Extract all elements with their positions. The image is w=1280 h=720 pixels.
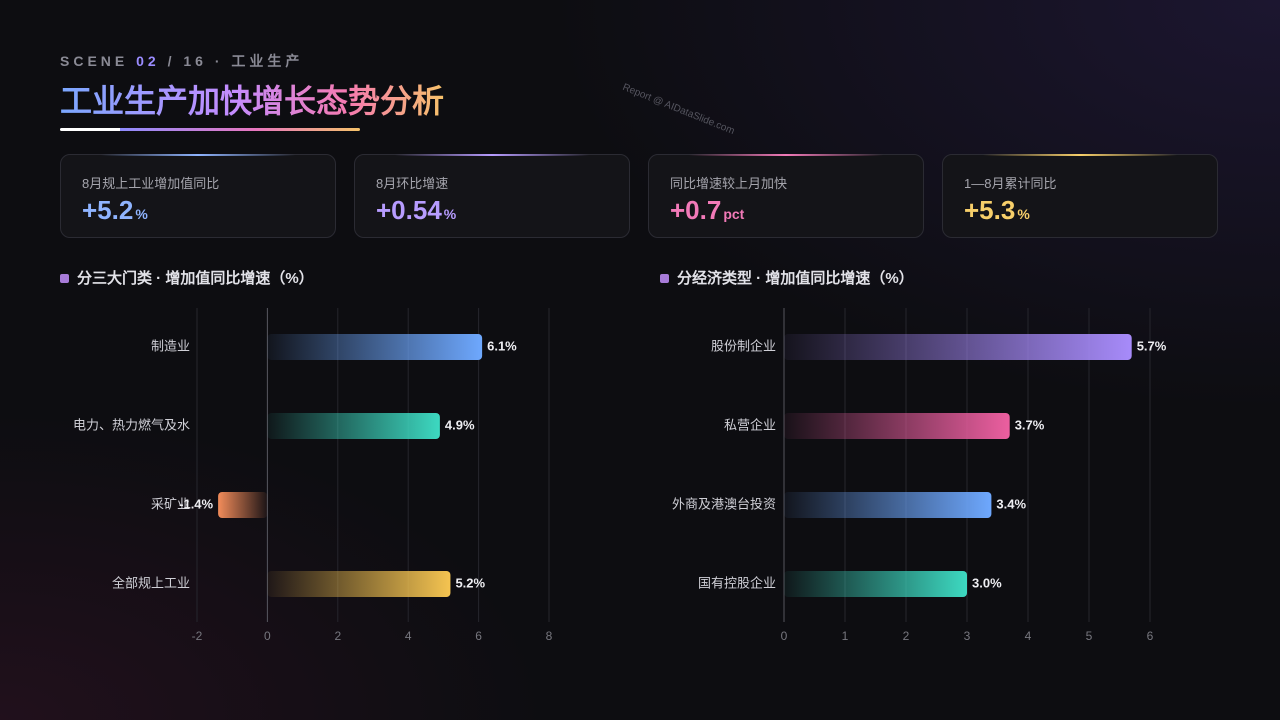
kpi-value-box: +0.7 pct [670, 195, 744, 226]
kpi-label: 1—8月累计同比 [964, 176, 1057, 191]
category-label: 采矿业 [151, 496, 190, 511]
bar [267, 571, 451, 597]
kpi-label: 8月环比增速 [376, 176, 449, 191]
x-tick-label: -2 [192, 629, 203, 643]
kpi-value: +5.2 [82, 195, 134, 225]
kpi-unit: % [135, 206, 148, 222]
value-label: 5.2% [455, 575, 485, 590]
chart-title: 分三大门类 · 增加值同比增速（%） [77, 269, 314, 287]
value-label: -1.4% [179, 496, 213, 511]
kpi-card: 8月环比增速 +0.54% [354, 154, 630, 238]
title-underline [60, 128, 360, 131]
title-marker [60, 274, 69, 283]
kpi-value: +5.3 [964, 195, 1016, 225]
x-tick-label: 5 [1086, 629, 1093, 643]
title-marker [660, 274, 669, 283]
x-tick-label: 0 [781, 629, 788, 643]
kpi-card: 同比增速较上月加快 +0.7 pct [648, 154, 924, 238]
card-accent [983, 154, 1177, 156]
x-tick-label: 6 [475, 629, 482, 643]
bar [784, 413, 1010, 439]
x-tick-label: 4 [405, 629, 412, 643]
x-tick-label: 1 [842, 629, 849, 643]
category-label: 全部规上工业 [112, 575, 190, 590]
kpi-label: 同比增速较上月加快 [670, 176, 788, 191]
x-tick-label: 3 [964, 629, 971, 643]
scene-total: / 16 [167, 53, 207, 69]
bar [784, 492, 992, 518]
scene-label: SCENE 02 / 16 · 工业生产 [60, 53, 304, 69]
category-label: 股份制企业 [711, 338, 776, 353]
bar [218, 492, 268, 518]
kpi-card: 8月规上工业增加值同比 +5.2% [60, 154, 336, 238]
scene-section: 工业生产 [231, 53, 304, 69]
value-label: 4.9% [445, 417, 475, 432]
card-accent [101, 154, 295, 156]
category-label: 外商及港澳台投资 [672, 496, 776, 511]
value-label: 3.4% [996, 496, 1026, 511]
value-label: 3.0% [972, 575, 1002, 590]
x-tick-label: 6 [1147, 629, 1154, 643]
category-label: 国有控股企业 [698, 575, 776, 590]
kpi-unit: % [1017, 206, 1030, 222]
kpi-value-box: +5.2% [82, 195, 148, 226]
x-tick-label: 2 [334, 629, 341, 643]
kpi-unit: % [443, 206, 457, 222]
scene-index: 02 [136, 53, 160, 69]
category-label: 私营企业 [724, 417, 776, 432]
kpi-label: 8月规上工业增加值同比 [82, 176, 220, 191]
bar [784, 571, 967, 597]
value-label: 6.1% [487, 338, 517, 353]
x-tick-label: 0 [264, 629, 271, 643]
value-label: 3.7% [1015, 417, 1045, 432]
x-tick-label: 2 [903, 629, 910, 643]
kpi-value-box: +5.3% [964, 195, 1030, 226]
value-label: 5.7% [1137, 338, 1167, 353]
kpi-unit: pct [723, 206, 745, 222]
kpi-value: +0.7 [670, 195, 722, 225]
kpi-card: 1—8月累计同比 +5.3% [942, 154, 1218, 238]
card-accent [689, 154, 883, 156]
chart-title: 分经济类型 · 增加值同比增速（%） [677, 269, 914, 287]
scene-word: SCENE [60, 53, 129, 69]
page-title: 工业生产加快增长态势分析 [60, 76, 444, 122]
card-accent [395, 154, 589, 156]
category-label: 制造业 [151, 338, 190, 353]
kpi-value: +0.54 [376, 195, 442, 225]
bar [267, 334, 483, 360]
kpi-value-box: +0.54% [376, 195, 456, 226]
bar [267, 413, 440, 439]
x-tick-label: 8 [546, 629, 553, 643]
bar [784, 334, 1132, 360]
x-tick-label: 4 [1025, 629, 1032, 643]
category-label: 电力、热力燃气及水 [73, 417, 190, 432]
